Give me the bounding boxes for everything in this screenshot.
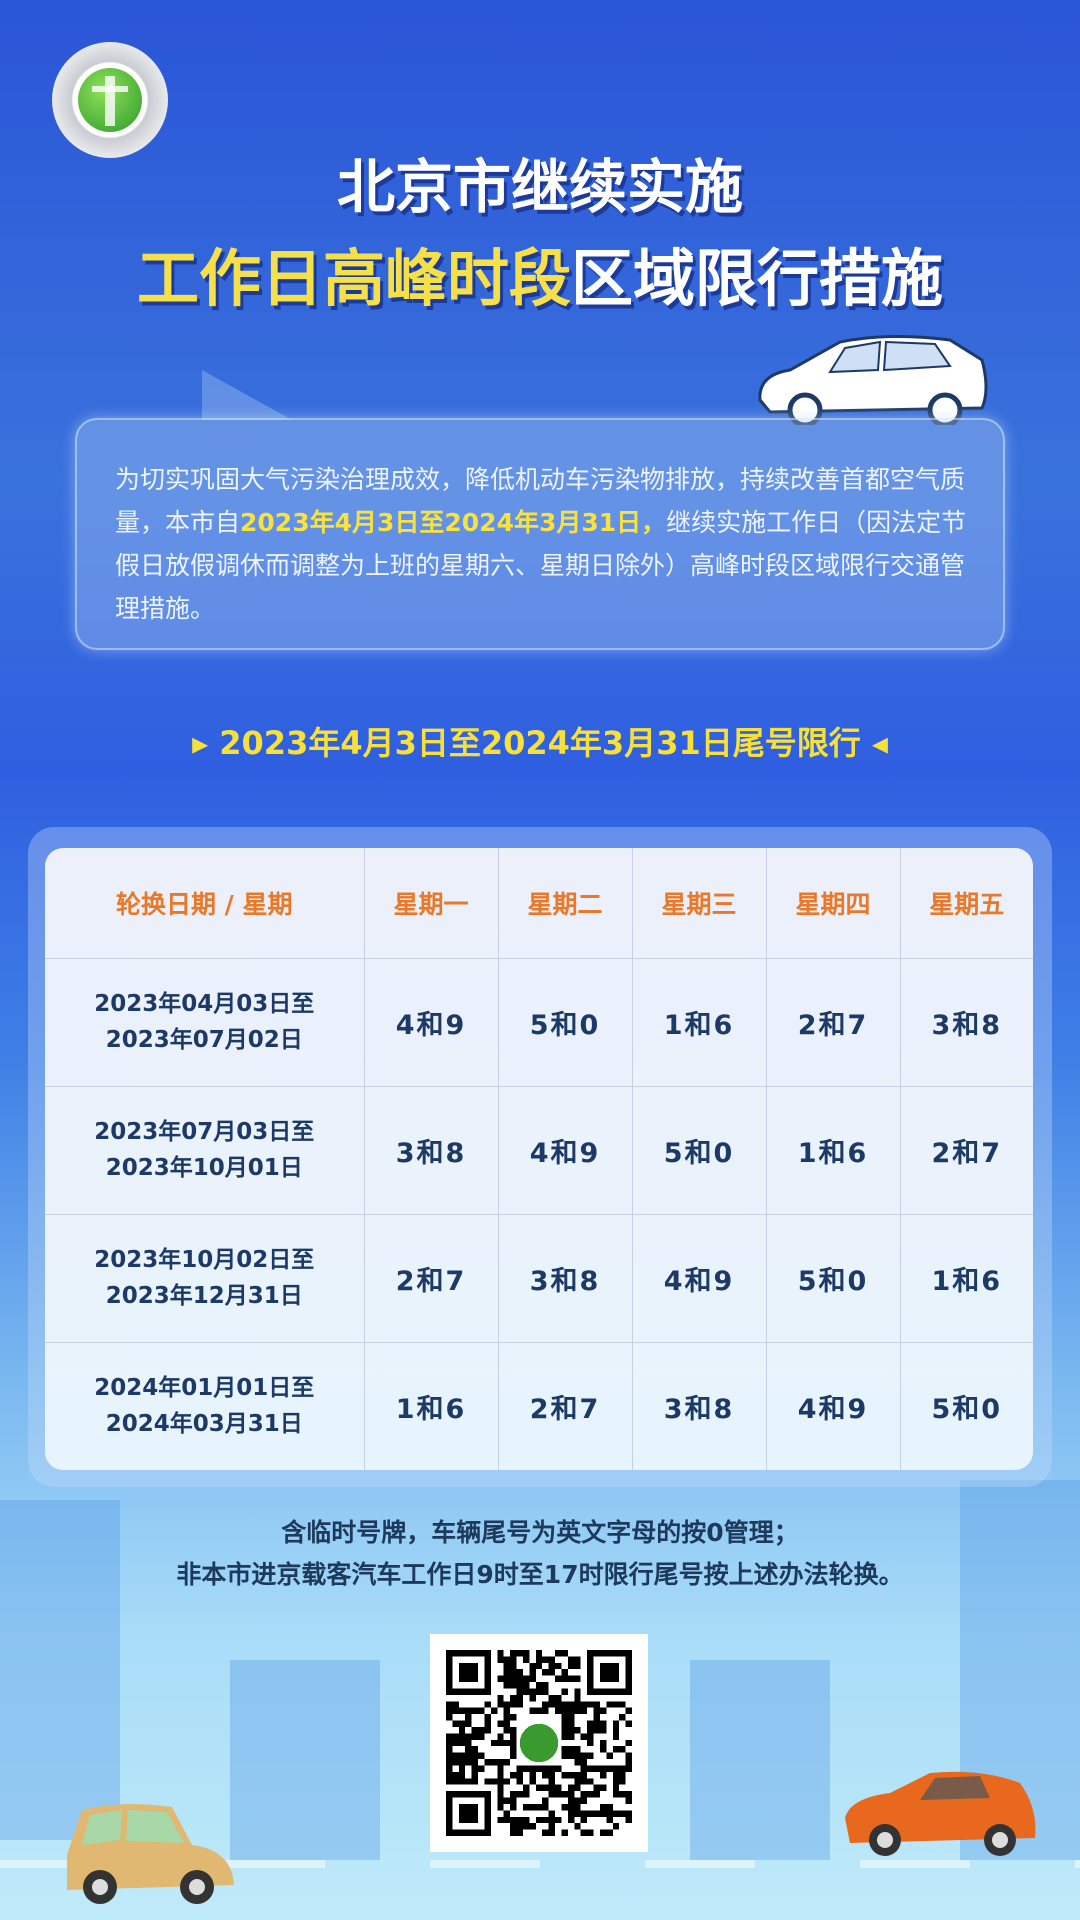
title-rest: 区域限行措施 [571,242,944,315]
plate-cell: 1和6 [899,1213,1033,1343]
date-end: 2023年10月01日 [105,1155,303,1181]
plate-cell: 5和0 [899,1341,1033,1470]
table-header-row: 轮换日期 / 星期 星期一 星期二 星期三 星期四 星期五 [45,848,1033,959]
plate-cell: 1和6 [631,957,767,1087]
road-markings [0,1860,1080,1868]
title-line-2: 工作日高峰时段区域限行措施 [0,228,1080,318]
header-thursday: 星期四 [765,848,901,959]
plate-cell: 2和7 [765,957,901,1087]
building [0,1500,120,1840]
table-row: 2024年01月01日至 2024年03月31日 1和6 2和7 3和8 4和9 … [45,1341,1033,1470]
logo-emblem-icon [78,68,142,132]
date-start: 2023年07月03日至 [94,1119,315,1145]
plate-cell: 3和8 [899,957,1033,1087]
header-wednesday: 星期三 [631,848,767,959]
table-row: 2023年10月02日至 2023年12月31日 2和7 3和8 4和9 5和0 … [45,1213,1033,1343]
restriction-table: 轮换日期 / 星期 星期一 星期二 星期三 星期四 星期五 2023年04月03… [45,848,1033,1470]
date-start: 2023年04月03日至 [94,991,315,1017]
bubble-tail [202,370,292,420]
date-end: 2023年12月31日 [105,1283,303,1309]
footer-line-2: 非本市进京载客汽车工作日9时至17时限行尾号按上述办法轮换。 [176,1560,904,1589]
intro-date-highlight: 2023年4月3日至2024年3月31日， [240,508,667,537]
plate-cell: 1和6 [363,1341,499,1470]
date-start: 2024年01月01日至 [94,1375,315,1402]
plate-cell: 3和8 [363,1085,499,1215]
footer-notes: 含临时号牌，车辆尾号为英文字母的按0管理； 非本市进京载客汽车工作日9时至17时… [0,1512,1080,1596]
commission-logo [52,42,168,158]
plate-cell: 5和0 [631,1085,767,1215]
table-row: 2023年04月03日至 2023年07月02日 4和9 5和0 1和6 2和7 … [45,957,1033,1087]
triangle-right-icon: ▸ [192,724,209,762]
plate-cell: 5和0 [765,1213,901,1343]
schedule-heading-text: 2023年4月3日至2024年3月31日尾号限行 [219,724,861,762]
yellow-car-icon [67,1804,234,1904]
header-tuesday: 星期二 [497,848,633,959]
plate-cell: 2和7 [497,1341,633,1470]
date-end: 2023年07月02日 [105,1027,303,1053]
footer-line-1: 含临时号牌，车辆尾号为英文字母的按0管理； [281,1518,799,1547]
qr-code[interactable] [430,1634,648,1852]
date-range: 2024年01月01日至 2024年03月31日 [45,1341,365,1470]
white-car-icon [758,334,988,425]
date-start: 2023年10月02日至 [94,1247,315,1273]
plate-cell: 5和0 [497,957,633,1087]
plate-cell: 4和9 [363,957,499,1087]
plate-cell: 4和9 [631,1213,767,1343]
plate-cell: 4和9 [765,1341,901,1470]
header-friday: 星期五 [899,848,1033,959]
intro-text: 为切实巩固大气污染治理成效，降低机动车污染物排放，持续改善首都空气质量，本市自2… [115,458,985,630]
plate-cell: 3和8 [497,1213,633,1343]
building [230,1660,380,1860]
qr-code-icon [446,1650,632,1836]
table-row: 2023年07月03日至 2023年10月01日 3和8 4和9 5和0 1和6 … [45,1085,1033,1215]
building [690,1660,830,1860]
schedule-heading: ▸ 2023年4月3日至2024年3月31日尾号限行 ◂ [0,718,1080,764]
header-date: 轮换日期 / 星期 [45,848,365,959]
date-end: 2024年03月31日 [105,1411,303,1438]
triangle-left-icon: ◂ [871,724,888,762]
plate-cell: 2和7 [899,1085,1033,1215]
date-range: 2023年04月03日至 2023年07月02日 [45,957,365,1087]
header-monday: 星期一 [363,848,499,959]
plate-cell: 3和8 [631,1341,767,1470]
date-range: 2023年07月03日至 2023年10月01日 [45,1085,365,1215]
title-line-1: 北京市继续实施 [336,153,743,221]
orange-car-icon [845,1771,1036,1856]
intro-part-1: 为切实巩固大气污染治理成效，降低机动车污染物排放，持续改善首都空气质量，本市自 [115,465,966,537]
intro-part-2: 继续实施工作日（因法定节假日放假调休而调整为上班的星期六、星期日除外）高峰时段区… [115,508,967,623]
plate-cell: 4和9 [497,1085,633,1215]
date-range: 2023年10月02日至 2023年12月31日 [45,1213,365,1343]
plate-cell: 2和7 [363,1213,499,1343]
plate-cell: 1和6 [765,1085,901,1215]
intro-bubble [75,418,1005,650]
title-highlight: 工作日高峰时段 [136,242,571,315]
